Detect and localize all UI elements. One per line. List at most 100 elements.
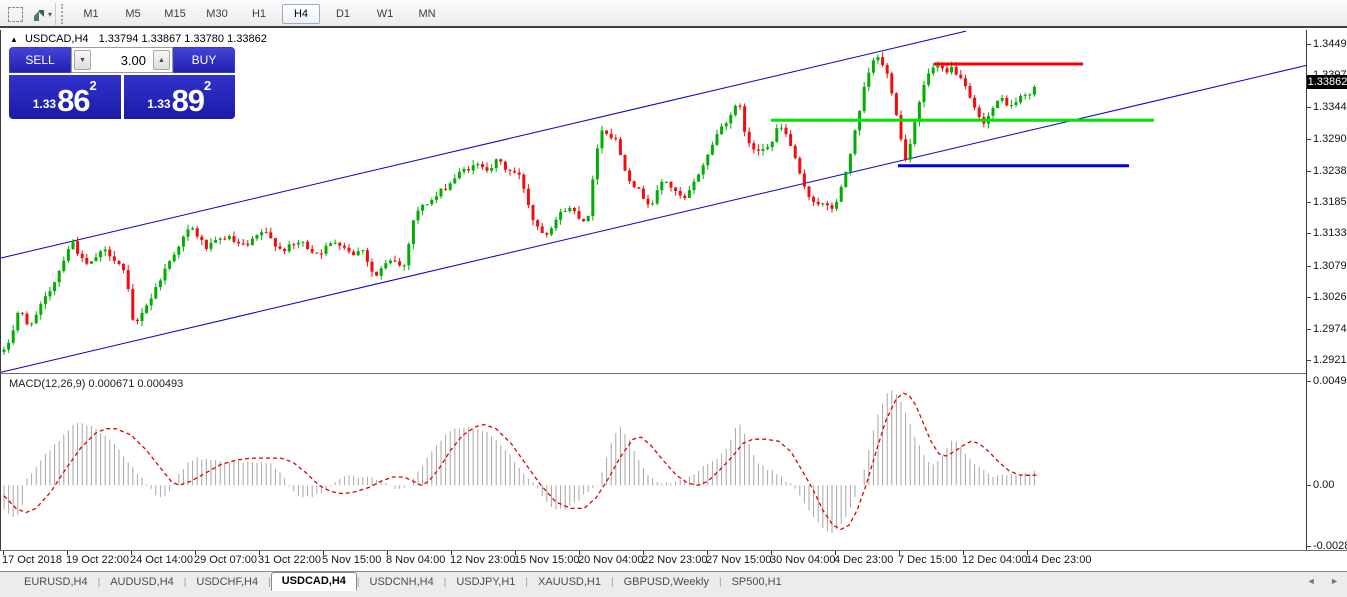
- macd-timeaxis-separator: [0, 550, 1347, 551]
- candle-bear: [637, 187, 641, 189]
- timeframe-button-mn[interactable]: MN: [418, 8, 436, 20]
- price-axis-label: 1.29740: [1307, 323, 1347, 335]
- candle-bear: [816, 201, 820, 205]
- time-axis-tick: [387, 551, 388, 555]
- candle-bear: [347, 247, 351, 252]
- candle-bull: [913, 122, 917, 144]
- tab-scroll-right-icon[interactable]: ►: [1330, 576, 1339, 586]
- volume-decrease-button[interactable]: ▼: [74, 50, 91, 70]
- candle-bear: [499, 159, 503, 162]
- timeframe-button-m30[interactable]: M30: [206, 8, 228, 20]
- timeframe-button-m15[interactable]: M15: [164, 8, 186, 20]
- candle-bull: [917, 102, 921, 123]
- tab-scroll-left-icon[interactable]: ◄: [1306, 576, 1316, 586]
- candle-bear: [881, 57, 885, 66]
- candle-bull: [664, 181, 668, 183]
- tabbar-top-border: [0, 571, 1347, 572]
- timeframe-button-w1[interactable]: W1: [376, 8, 394, 20]
- candle-bull: [471, 165, 475, 171]
- candle-bear: [352, 251, 356, 256]
- time-axis-tick: [899, 551, 900, 555]
- chart-symbol-timeframe: USDCAD,H4: [24, 33, 89, 45]
- candle-bull: [1023, 94, 1027, 96]
- price-chart-area[interactable]: ▲ USDCAD,H4 1.33794 1.33867 1.33780 1.33…: [0, 30, 1307, 373]
- timeframe-button-m1[interactable]: M1: [83, 8, 99, 20]
- trendline-upper[interactable]: [1, 30, 967, 259]
- price-axis[interactable]: 1.344951.339701.334451.329051.323801.318…: [1306, 30, 1347, 552]
- candle-bull: [655, 190, 659, 204]
- chart-tab-usdjpy[interactable]: USDJPY,H1: [456, 576, 516, 588]
- time-axis-label: 31 Oct 22:00: [258, 554, 321, 566]
- candle-bull: [324, 245, 328, 254]
- candle-bull: [53, 282, 57, 292]
- candle-bull: [1000, 98, 1004, 101]
- candle-bear: [756, 149, 760, 151]
- sell-button[interactable]: SELL: [9, 47, 71, 73]
- candle-bear: [237, 241, 241, 244]
- volume-increase-button[interactable]: ▲: [153, 50, 170, 70]
- time-axis-label: 12 Dec 04:00: [962, 554, 1028, 566]
- timeframe-button-h4[interactable]: H4: [282, 4, 320, 24]
- timeframe-button-m5[interactable]: M5: [125, 8, 141, 20]
- chart-tab-sp500[interactable]: SP500,H1: [731, 576, 782, 588]
- candle-bear: [241, 243, 245, 245]
- candle-bull: [908, 143, 912, 160]
- candle-bull: [140, 312, 144, 322]
- tab-scroll-arrows: ◄ ►: [1293, 576, 1339, 586]
- candle-bear: [628, 170, 632, 182]
- toolbar: ▾ M1 M5 M15 M30 H1 H4 D1 W1 MN: [0, 0, 1347, 28]
- candle-bear: [641, 188, 645, 199]
- candle-bull: [177, 246, 181, 255]
- chart-tab-usdcnh[interactable]: USDCNH,H4: [369, 576, 434, 588]
- candle-bull: [766, 147, 770, 150]
- collapse-triangle-icon[interactable]: ▲: [10, 35, 18, 44]
- trendline-lower[interactable]: [1, 64, 1307, 373]
- sell-price-pipette: 2: [89, 78, 97, 93]
- dropdown-caret-icon: ▾: [47, 9, 52, 19]
- toolbar-grip[interactable]: [61, 4, 63, 24]
- time-axis-tick: [579, 551, 580, 555]
- candle-bear: [508, 169, 512, 171]
- time-axis-label: 7 Dec 15:00: [898, 554, 958, 566]
- candle-bull: [411, 220, 415, 245]
- candle-bull: [329, 243, 333, 246]
- candle-bull: [333, 242, 337, 244]
- candle-bull: [779, 127, 783, 129]
- timeframe-button-d1[interactable]: D1: [335, 8, 351, 20]
- timeframe-button-h1[interactable]: H1: [251, 8, 267, 20]
- candle-bull: [660, 181, 664, 191]
- sell-price-tile[interactable]: 1.33 86 2: [9, 75, 121, 119]
- time-axis-label: 29 Oct 07:00: [194, 554, 257, 566]
- candle-bull: [43, 296, 47, 305]
- buy-price-tile[interactable]: 1.33 89 2: [123, 75, 235, 119]
- candle-bull: [260, 232, 264, 236]
- candle-bull: [186, 229, 190, 237]
- time-axis-label: 20 Nov 04:00: [578, 554, 644, 566]
- chart-tab-gbpusd[interactable]: GBPUSD,Weekly: [623, 576, 709, 588]
- chart-macd-separator[interactable]: [0, 373, 1347, 374]
- buy-button[interactable]: BUY: [173, 47, 235, 73]
- chart-tab-usdcad[interactable]: USDCAD,H4: [270, 572, 357, 591]
- candle-bear: [264, 232, 268, 234]
- price-axis-label: 1.32380: [1307, 165, 1347, 177]
- chart-tab-xauusd[interactable]: XAUUSD,H1: [538, 576, 601, 588]
- indicators-icon[interactable]: ▾: [30, 5, 54, 23]
- indicators-icon-glyph: [33, 10, 44, 21]
- time-axis-tick: [131, 551, 132, 555]
- volume-value[interactable]: 3.00: [120, 52, 146, 68]
- chart-tab-audusd[interactable]: AUDUSD,H4: [110, 576, 174, 588]
- time-axis[interactable]: 17 Oct 2018 19 Oct 22:00 24 Oct 14:00 29 Oc…: [0, 551, 1347, 571]
- candle-bear: [398, 261, 402, 266]
- candle-bear: [968, 86, 972, 98]
- macd-indicator-panel[interactable]: MACD(12,26,9) 0.000671 0.000493: [0, 374, 1307, 550]
- dashed-box-icon[interactable]: [6, 5, 24, 23]
- chart-tab-eurusd[interactable]: EURUSD,H4: [24, 576, 88, 588]
- price-axis-label: 1.29215: [1307, 354, 1347, 366]
- time-axis-tick: [771, 551, 772, 555]
- candle-bull: [163, 268, 167, 281]
- chart-tab-usdchf[interactable]: USDCHF,H4: [196, 576, 259, 588]
- candle-bull: [490, 168, 494, 171]
- candle-bull: [936, 65, 940, 68]
- candle-bull: [218, 238, 222, 241]
- time-axis-tick: [3, 551, 4, 555]
